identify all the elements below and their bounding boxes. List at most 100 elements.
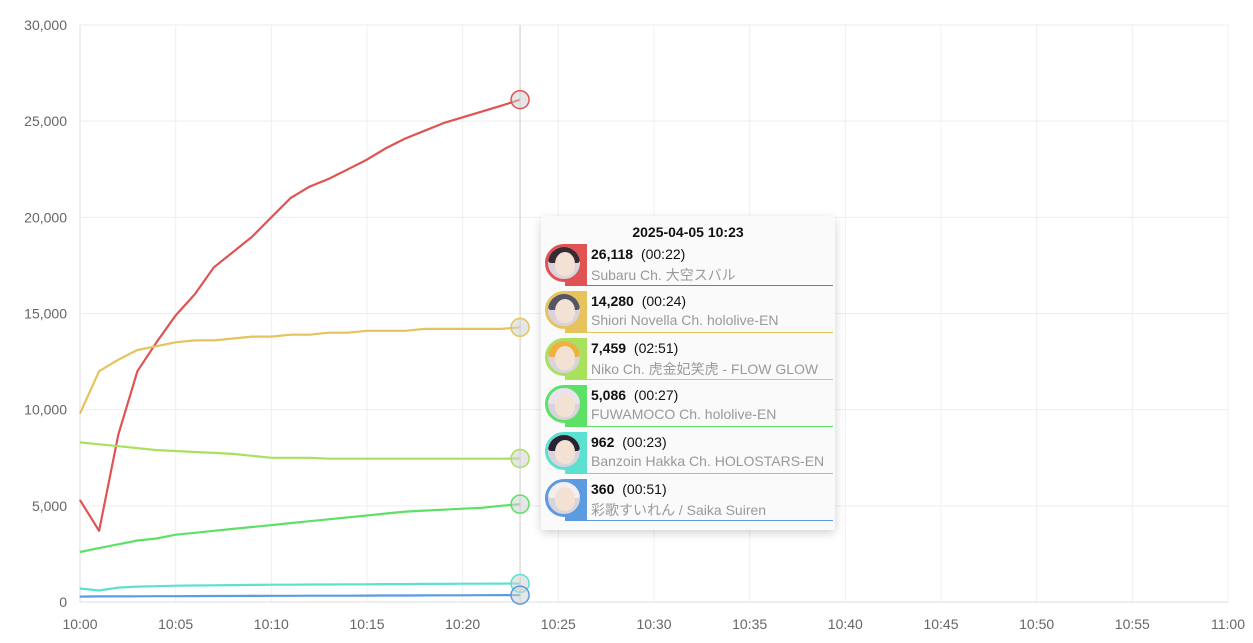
y-tick-label: 25,000 bbox=[24, 113, 67, 129]
data-point bbox=[194, 293, 196, 295]
tooltip-title: 2025-04-05 10:23 bbox=[632, 224, 744, 240]
data-point bbox=[404, 330, 406, 332]
data-point bbox=[117, 359, 119, 361]
tooltip-row: 7,459 (02:51) Niko Ch. 虎金妃笑虎 - FLOW GLOW bbox=[543, 336, 833, 383]
data-point bbox=[385, 147, 387, 149]
chart-axes: 10:00 10:05 10:10 10:15 10:20 10:25 10:30 10:35… bbox=[24, 17, 1245, 632]
data-point bbox=[423, 510, 425, 512]
hover-point-marker bbox=[510, 585, 530, 605]
hover-markers bbox=[510, 89, 530, 605]
data-point bbox=[404, 458, 406, 460]
avatar-face bbox=[555, 440, 575, 464]
data-point bbox=[289, 522, 292, 524]
data-point bbox=[155, 585, 158, 587]
data-point bbox=[194, 595, 196, 597]
data-point bbox=[328, 458, 330, 460]
data-point bbox=[98, 530, 100, 532]
data-point bbox=[79, 412, 81, 415]
data-point bbox=[500, 505, 502, 507]
viewer-count: 360 bbox=[591, 481, 615, 497]
data-point bbox=[270, 335, 272, 338]
tooltip-row: 360 (00:51) 彩歌すいれん / Saika Suiren bbox=[543, 477, 833, 524]
data-point bbox=[175, 450, 177, 452]
data-point bbox=[481, 110, 483, 113]
data-point bbox=[194, 451, 196, 453]
data-point bbox=[194, 584, 196, 587]
viewer-count: 5,086 bbox=[591, 387, 627, 403]
stream-duration: (00:23) bbox=[618, 434, 667, 450]
data-point bbox=[500, 583, 502, 585]
data-point bbox=[385, 458, 387, 460]
data-point bbox=[213, 452, 215, 454]
data-point bbox=[136, 595, 138, 597]
viewer-count: 7,459 bbox=[591, 340, 627, 356]
data-point bbox=[442, 458, 445, 460]
x-tick-label: 10:10 bbox=[254, 616, 289, 632]
data-point bbox=[309, 595, 311, 597]
stream-duration: (00:24) bbox=[637, 293, 687, 309]
data-point bbox=[117, 586, 119, 589]
data-point bbox=[423, 130, 425, 132]
data-point bbox=[347, 516, 349, 518]
data-point bbox=[289, 584, 292, 586]
viewer-count: 26,118 bbox=[591, 246, 634, 262]
row-underline bbox=[587, 332, 833, 333]
data-point bbox=[289, 334, 292, 336]
data-point bbox=[232, 595, 234, 597]
data-point bbox=[175, 534, 177, 536]
data-point bbox=[404, 594, 406, 597]
tooltip-rows: 26,118 (00:22) Subaru Ch. 大空スバル 14,280 (00… bbox=[541, 242, 835, 524]
chart-series bbox=[78, 98, 521, 598]
data-point bbox=[385, 583, 387, 585]
data-point bbox=[213, 266, 215, 268]
series-line bbox=[78, 326, 521, 414]
avatar-face bbox=[555, 299, 575, 323]
data-point bbox=[155, 449, 158, 451]
data-point bbox=[423, 328, 425, 330]
row-underline bbox=[587, 426, 833, 427]
data-point bbox=[442, 328, 445, 330]
y-tick-label: 30,000 bbox=[24, 17, 67, 33]
data-point bbox=[500, 105, 502, 107]
tooltip-row: 5,086 (00:27) FUWAMOCO Ch. hololive-EN bbox=[543, 383, 833, 430]
viewer-count: 14,280 bbox=[591, 293, 634, 309]
data-point bbox=[309, 583, 311, 586]
data-point bbox=[366, 159, 368, 161]
data-point bbox=[117, 595, 119, 598]
avatar-face bbox=[555, 393, 575, 417]
series-line bbox=[79, 503, 521, 554]
data-point bbox=[347, 583, 349, 585]
data-point bbox=[442, 583, 445, 585]
data-point bbox=[155, 595, 158, 597]
data-point bbox=[136, 349, 138, 351]
data-point bbox=[309, 520, 311, 522]
data-point bbox=[347, 595, 349, 597]
data-point bbox=[462, 458, 464, 460]
avatar-subaru-icon bbox=[545, 244, 583, 282]
x-tick-label: 10:15 bbox=[349, 616, 384, 632]
data-point bbox=[155, 345, 158, 347]
data-point bbox=[481, 583, 483, 585]
data-point bbox=[328, 518, 330, 520]
data-point bbox=[366, 458, 368, 460]
data-point bbox=[270, 584, 272, 586]
data-point bbox=[366, 583, 368, 585]
y-tick-label: 5,000 bbox=[32, 498, 67, 514]
x-tick-label: 10:05 bbox=[158, 616, 193, 632]
data-point bbox=[136, 586, 138, 588]
data-point bbox=[366, 594, 368, 597]
data-point bbox=[79, 441, 81, 443]
data-point bbox=[289, 197, 292, 199]
data-point bbox=[500, 328, 502, 330]
data-point bbox=[117, 543, 119, 545]
data-point bbox=[289, 595, 292, 597]
viewer-count: 962 bbox=[591, 434, 615, 450]
data-point bbox=[462, 583, 464, 585]
data-point bbox=[98, 595, 100, 598]
tooltip-value-line: 360 (00:51) bbox=[591, 481, 667, 497]
channel-name: FUWAMOCO Ch. hololive-EN bbox=[591, 406, 777, 422]
data-point bbox=[175, 314, 177, 317]
stream-duration: (00:51) bbox=[618, 481, 667, 497]
tooltip-value-line: 5,086 (00:27) bbox=[591, 387, 678, 403]
channel-name: Banzoin Hakka Ch. HOLOSTARS-EN bbox=[591, 453, 825, 469]
